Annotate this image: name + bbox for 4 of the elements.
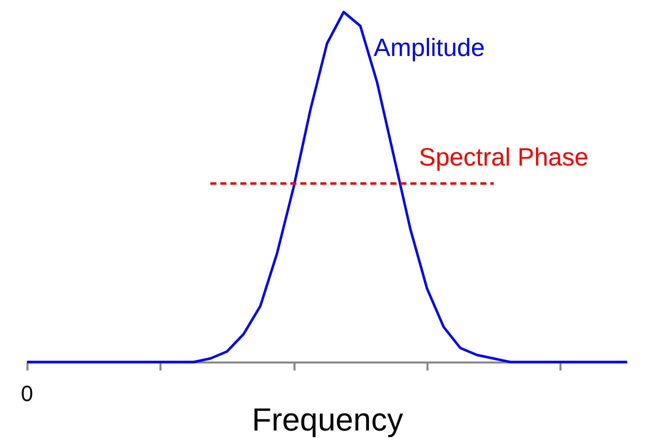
x-axis-title: Frequency [252, 402, 404, 438]
series-label: Spectral Phase [418, 144, 588, 172]
series-label: Amplitude [374, 34, 485, 62]
text: 0 [20, 381, 34, 406]
